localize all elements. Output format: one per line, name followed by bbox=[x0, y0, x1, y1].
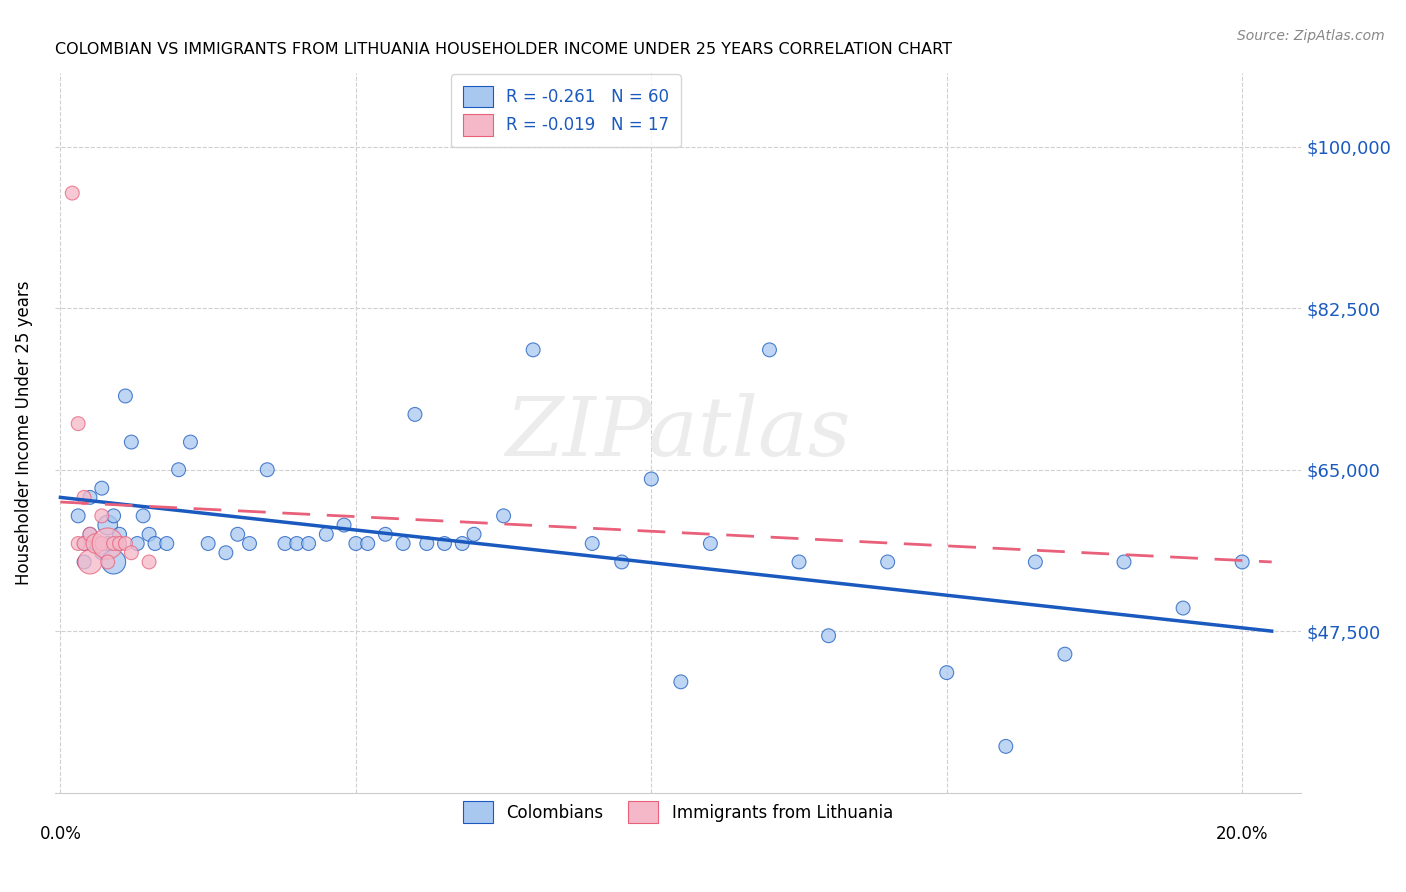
Point bbox=[416, 536, 439, 550]
Point bbox=[344, 536, 367, 550]
Point bbox=[238, 536, 260, 550]
Text: 20.0%: 20.0% bbox=[1216, 825, 1268, 843]
Point bbox=[433, 536, 456, 550]
Point bbox=[143, 536, 166, 550]
Point bbox=[120, 435, 142, 450]
Point bbox=[103, 508, 125, 523]
Point bbox=[97, 555, 120, 569]
Point bbox=[132, 508, 155, 523]
Point bbox=[73, 536, 96, 550]
Point bbox=[451, 536, 474, 550]
Point bbox=[67, 536, 90, 550]
Point bbox=[404, 408, 426, 422]
Point bbox=[84, 536, 107, 550]
Point bbox=[79, 527, 101, 541]
Point bbox=[1053, 647, 1076, 661]
Point bbox=[215, 546, 238, 560]
Point bbox=[84, 536, 107, 550]
Point bbox=[73, 536, 96, 550]
Point bbox=[108, 527, 131, 541]
Point bbox=[935, 665, 957, 680]
Point bbox=[492, 508, 515, 523]
Point bbox=[226, 527, 249, 541]
Point bbox=[669, 674, 692, 689]
Point bbox=[73, 555, 96, 569]
Point bbox=[876, 555, 898, 569]
Text: COLOMBIAN VS IMMIGRANTS FROM LITHUANIA HOUSEHOLDER INCOME UNDER 25 YEARS CORRELA: COLOMBIAN VS IMMIGRANTS FROM LITHUANIA H… bbox=[55, 42, 952, 57]
Point bbox=[699, 536, 721, 550]
Point bbox=[79, 555, 101, 569]
Point bbox=[167, 463, 190, 477]
Point bbox=[120, 546, 142, 560]
Point bbox=[581, 536, 603, 550]
Point bbox=[179, 435, 201, 450]
Point bbox=[114, 389, 136, 403]
Point bbox=[127, 536, 149, 550]
Point bbox=[79, 527, 101, 541]
Point bbox=[463, 527, 485, 541]
Point bbox=[67, 508, 90, 523]
Point bbox=[108, 536, 131, 550]
Point bbox=[357, 536, 380, 550]
Point bbox=[392, 536, 415, 550]
Point bbox=[256, 463, 278, 477]
Point bbox=[333, 518, 356, 533]
Point bbox=[374, 527, 396, 541]
Point bbox=[1112, 555, 1135, 569]
Point bbox=[67, 417, 90, 431]
Point bbox=[610, 555, 633, 569]
Point bbox=[103, 555, 125, 569]
Point bbox=[103, 536, 125, 550]
Point bbox=[138, 527, 160, 541]
Text: Source: ZipAtlas.com: Source: ZipAtlas.com bbox=[1237, 29, 1385, 43]
Point bbox=[274, 536, 297, 550]
Point bbox=[1024, 555, 1046, 569]
Point bbox=[315, 527, 337, 541]
Point bbox=[297, 536, 319, 550]
Y-axis label: Householder Income Under 25 years: Householder Income Under 25 years bbox=[15, 281, 32, 585]
Text: ZIPatlas: ZIPatlas bbox=[505, 392, 851, 473]
Point bbox=[197, 536, 219, 550]
Point bbox=[817, 629, 839, 643]
Point bbox=[108, 536, 131, 550]
Point bbox=[1171, 601, 1194, 615]
Point bbox=[90, 481, 112, 495]
Point bbox=[758, 343, 780, 357]
Point bbox=[90, 546, 112, 560]
Point bbox=[60, 186, 83, 200]
Point bbox=[114, 536, 136, 550]
Point bbox=[640, 472, 662, 486]
Legend: Colombians, Immigrants from Lithuania: Colombians, Immigrants from Lithuania bbox=[451, 789, 904, 835]
Point bbox=[156, 536, 179, 550]
Point bbox=[90, 536, 112, 550]
Point bbox=[90, 508, 112, 523]
Point bbox=[97, 536, 120, 550]
Point bbox=[79, 491, 101, 505]
Point bbox=[994, 739, 1017, 754]
Point bbox=[787, 555, 810, 569]
Text: 0.0%: 0.0% bbox=[39, 825, 82, 843]
Point bbox=[285, 536, 308, 550]
Point bbox=[73, 491, 96, 505]
Point bbox=[522, 343, 544, 357]
Point bbox=[97, 518, 120, 533]
Point bbox=[138, 555, 160, 569]
Point bbox=[1230, 555, 1253, 569]
Point bbox=[97, 536, 120, 550]
